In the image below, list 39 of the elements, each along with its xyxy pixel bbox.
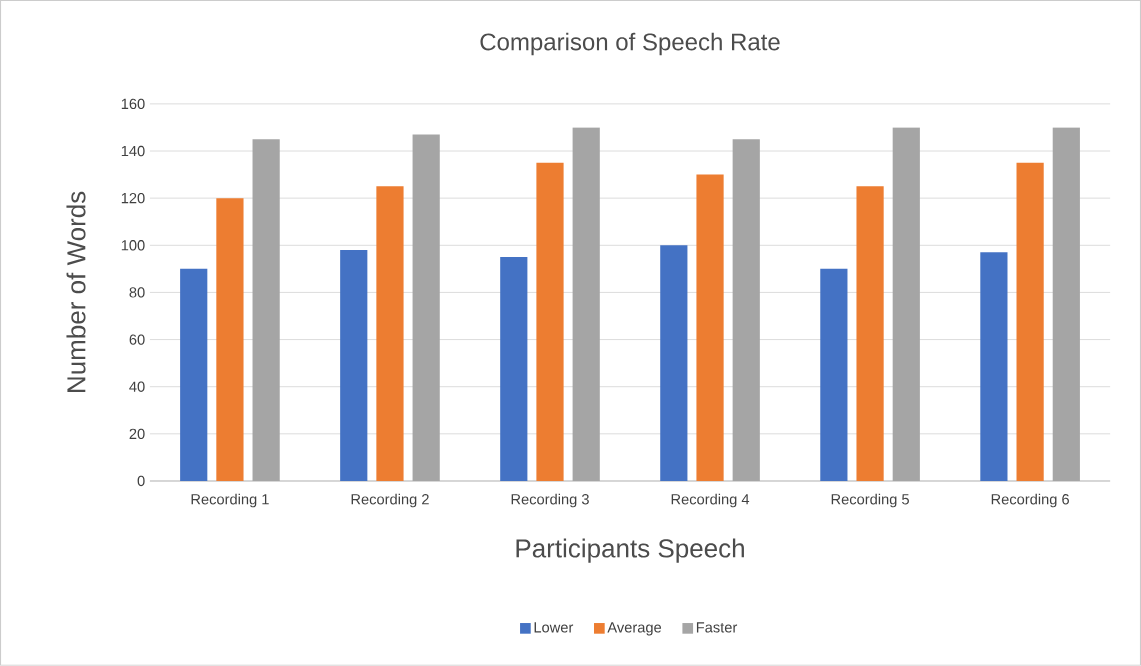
y-tick-label: 120 <box>121 193 145 204</box>
bar <box>500 257 528 482</box>
legend-label: Lower <box>534 622 574 633</box>
bar <box>892 127 920 482</box>
bar <box>856 186 884 482</box>
x-tick-label: Recording 1 <box>191 493 269 508</box>
y-tick-label: 20 <box>129 428 145 440</box>
bar <box>820 268 848 482</box>
y-tick-label: 100 <box>121 240 145 251</box>
legend-label: Faster <box>696 622 738 633</box>
bar <box>252 139 280 482</box>
x-tick-label: Recording 6 <box>991 493 1069 508</box>
y-tick-label: 80 <box>129 287 145 298</box>
bar <box>1052 127 1080 482</box>
bar <box>536 162 564 482</box>
y-tick-label: 160 <box>121 98 145 110</box>
bar <box>216 198 244 482</box>
x-tick-label: Recording 5 <box>831 493 909 508</box>
bar <box>376 186 404 482</box>
bar <box>660 245 688 482</box>
x-tick-label: Recording 3 <box>511 493 589 508</box>
bar <box>340 250 368 482</box>
chart-title: Comparison of Speech Rate <box>480 32 780 56</box>
bar <box>1016 162 1044 482</box>
x-tick-label: Recording 2 <box>351 493 429 508</box>
bar <box>980 252 1008 482</box>
x-axis-title: Participants Speech <box>516 538 744 563</box>
x-tick-label: Recording 4 <box>671 493 750 508</box>
y-axis-title: Number of Words <box>66 191 86 392</box>
bar <box>732 139 760 482</box>
bar <box>180 268 208 482</box>
legend-label: Average <box>607 622 662 636</box>
bar <box>696 174 724 482</box>
y-tick-label: 60 <box>129 334 145 345</box>
y-tick-label: 0 <box>137 475 145 487</box>
bar <box>412 134 440 482</box>
bar <box>572 127 600 482</box>
y-tick-label: 40 <box>129 381 145 392</box>
y-tick-label: 140 <box>121 145 145 157</box>
